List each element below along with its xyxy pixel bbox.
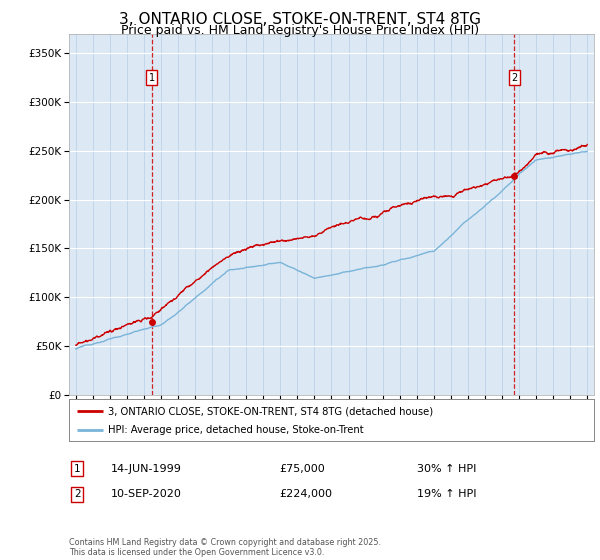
Text: Contains HM Land Registry data © Crown copyright and database right 2025.
This d: Contains HM Land Registry data © Crown c… (69, 538, 381, 557)
Text: 10-SEP-2020: 10-SEP-2020 (111, 489, 182, 500)
Text: £75,000: £75,000 (279, 464, 325, 474)
Text: 2: 2 (74, 489, 80, 500)
Text: 1: 1 (149, 73, 155, 82)
Text: £224,000: £224,000 (279, 489, 332, 500)
Text: Price paid vs. HM Land Registry's House Price Index (HPI): Price paid vs. HM Land Registry's House … (121, 24, 479, 36)
Text: 1: 1 (74, 464, 80, 474)
Text: 30% ↑ HPI: 30% ↑ HPI (417, 464, 476, 474)
Text: HPI: Average price, detached house, Stoke-on-Trent: HPI: Average price, detached house, Stok… (109, 425, 364, 435)
Text: 2: 2 (511, 73, 517, 82)
Text: 14-JUN-1999: 14-JUN-1999 (111, 464, 182, 474)
Text: 3, ONTARIO CLOSE, STOKE-ON-TRENT, ST4 8TG (detached house): 3, ONTARIO CLOSE, STOKE-ON-TRENT, ST4 8T… (109, 406, 433, 416)
Text: 3, ONTARIO CLOSE, STOKE-ON-TRENT, ST4 8TG: 3, ONTARIO CLOSE, STOKE-ON-TRENT, ST4 8T… (119, 12, 481, 27)
Text: 19% ↑ HPI: 19% ↑ HPI (417, 489, 476, 500)
